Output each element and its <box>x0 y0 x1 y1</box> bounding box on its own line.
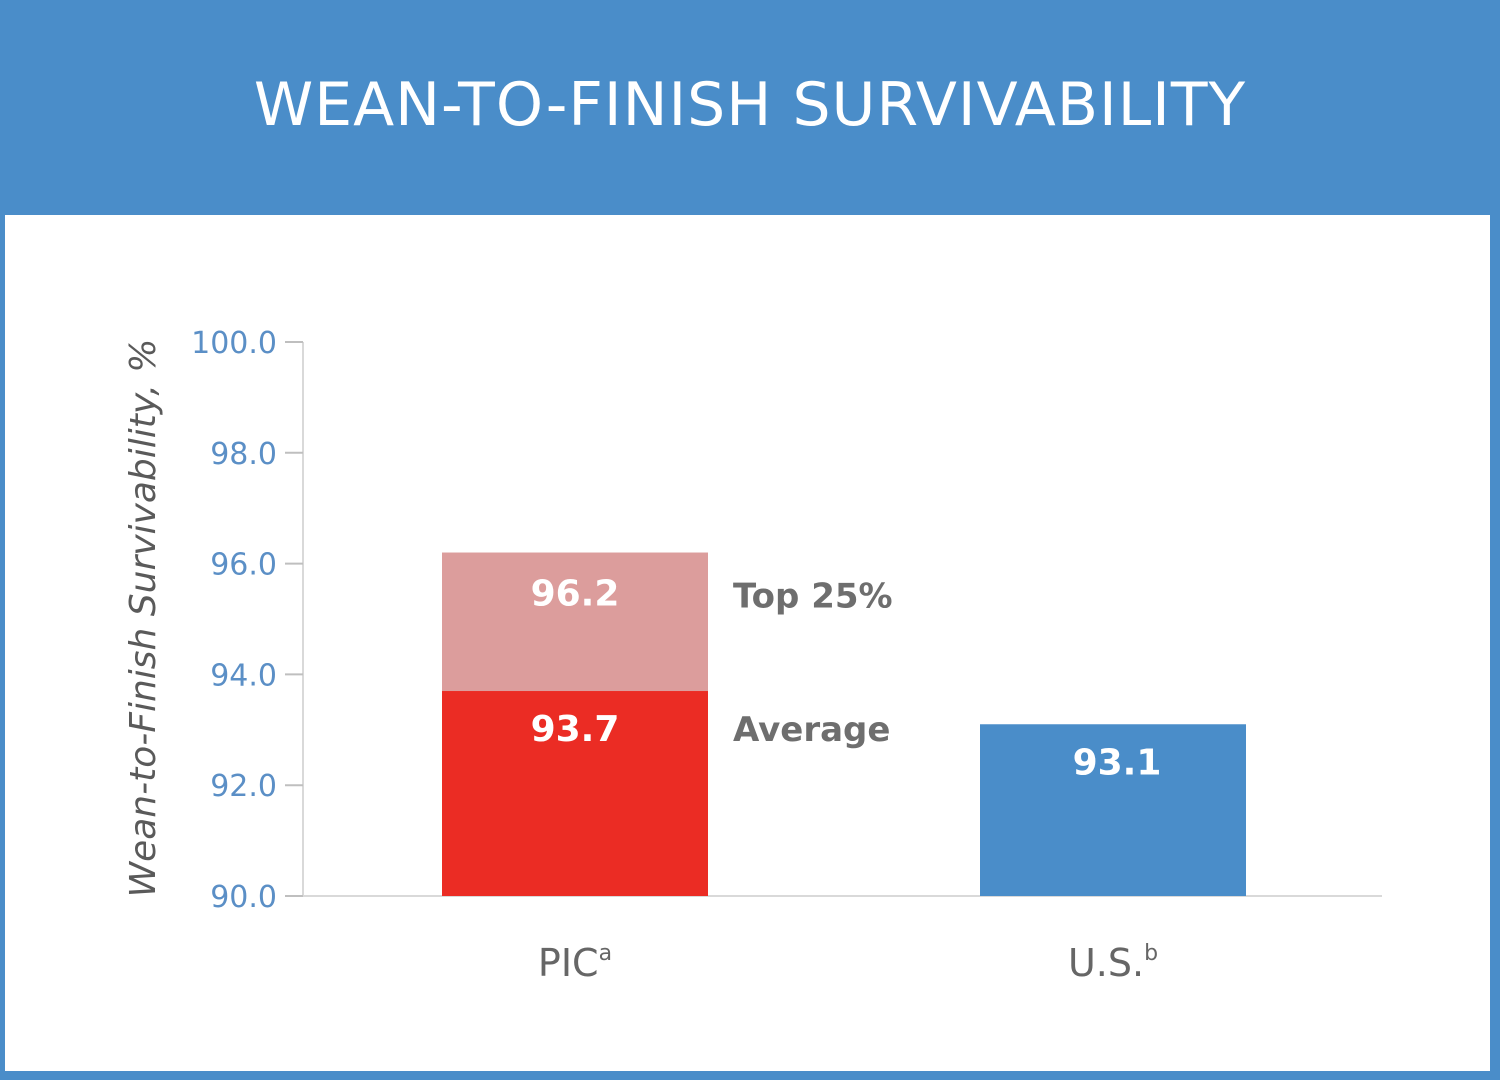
y-tick-label: 100.0 <box>191 326 277 361</box>
x-category-label: PICa <box>538 941 612 985</box>
y-axis-title: Wean-to-Finish Survivability, % <box>123 338 164 897</box>
chart-panel <box>5 215 1490 1071</box>
data-label-pic-average: 93.7 <box>531 709 620 750</box>
y-tick-label: 98.0 <box>210 437 277 472</box>
annotation-average: Average <box>733 710 890 750</box>
data-label-pic-top25: 96.2 <box>531 574 620 615</box>
y-tick-label: 90.0 <box>210 880 277 915</box>
y-tick-label: 96.0 <box>210 548 277 583</box>
y-tick-label: 92.0 <box>210 769 277 804</box>
bar-pic-top25 <box>442 552 708 692</box>
data-label-us: 93.1 <box>1073 742 1162 783</box>
annotation-top25: Top 25% <box>733 577 893 617</box>
header-banner: WEAN-TO-FINISH SURVIVABILITY <box>0 0 1500 215</box>
y-tick-label: 94.0 <box>210 658 277 693</box>
bar-pic-average <box>442 691 708 896</box>
x-category-label: U.S.b <box>1068 941 1158 985</box>
chart-title: WEAN-TO-FINISH SURVIVABILITY <box>253 70 1247 140</box>
bar-us <box>980 724 1246 896</box>
